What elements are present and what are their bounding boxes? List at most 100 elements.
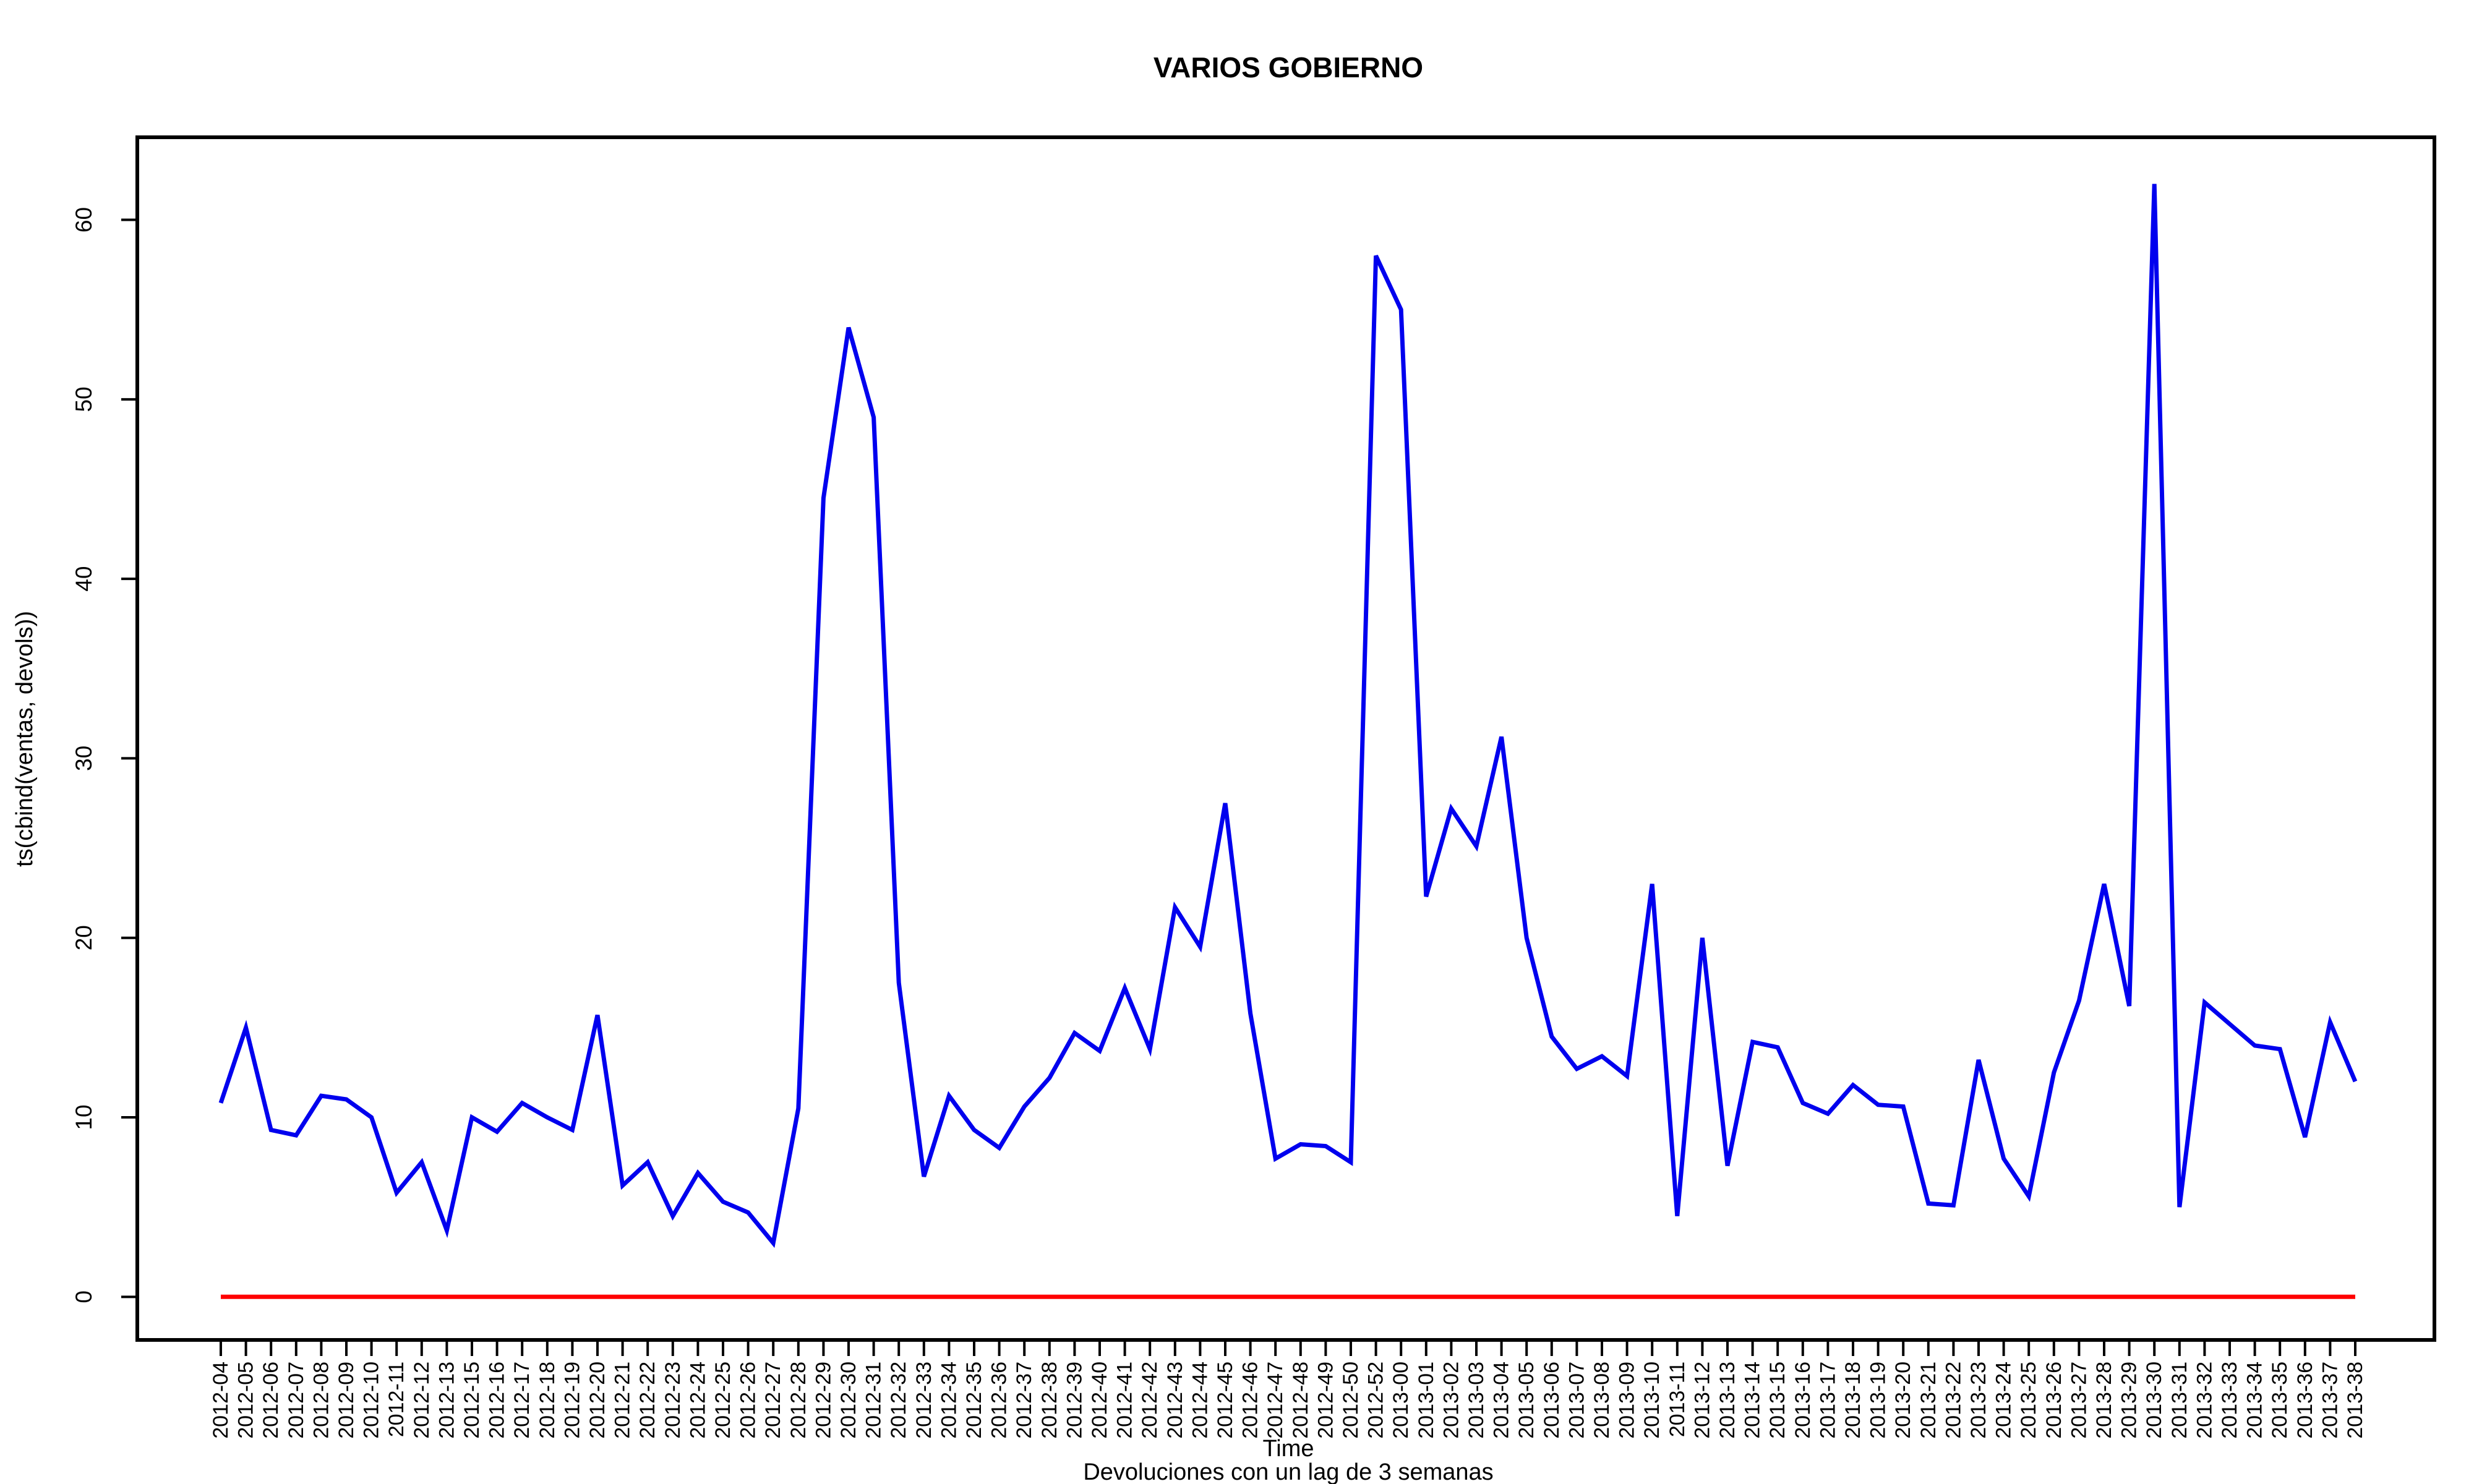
x-tick-label: 2012-05 xyxy=(234,1362,258,1439)
x-tick-label: 2013-29 xyxy=(2118,1362,2141,1439)
x-tick-label: 2013-07 xyxy=(1565,1362,1588,1439)
x-tick-label: 2013-25 xyxy=(2017,1362,2040,1439)
x-tick-label: 2012-06 xyxy=(259,1362,283,1439)
y-axis: 0 10 20 30 40 50 60 xyxy=(71,207,139,1303)
x-tick-label: 2012-45 xyxy=(1213,1362,1237,1439)
x-tick-label: 2012-39 xyxy=(1063,1362,1086,1439)
x-tick-label: 2013-00 xyxy=(1389,1362,1413,1439)
x-tick-label: 2012-20 xyxy=(586,1362,609,1439)
x-tick-label: 2013-24 xyxy=(1992,1362,2016,1439)
x-tick-label: 2013-21 xyxy=(1917,1362,1940,1439)
x-tick-label: 2013-09 xyxy=(1616,1362,1639,1439)
y-tick-label: 30 xyxy=(71,746,96,771)
x-tick-label: 2012-21 xyxy=(611,1362,635,1439)
x-tick-label: 2013-20 xyxy=(1891,1362,1915,1439)
x-tick-label: 2012-32 xyxy=(887,1362,910,1439)
x-tick-label: 2012-49 xyxy=(1314,1362,1337,1439)
y-tick-label: 20 xyxy=(71,925,96,950)
x-tick-label: 2013-27 xyxy=(2067,1362,2091,1439)
x-tick-label: 2012-44 xyxy=(1188,1362,1212,1439)
x-tick-label: 2013-31 xyxy=(2168,1362,2191,1439)
x-tick-label: 2013-12 xyxy=(1690,1362,1714,1439)
x-tick-label: 2012-37 xyxy=(1012,1362,1036,1439)
x-tick-label: 2013-37 xyxy=(2318,1362,2342,1439)
x-tick-label: 2012-30 xyxy=(837,1362,860,1439)
x-tick-label: 2012-27 xyxy=(761,1362,785,1439)
x-tick-label: 2012-40 xyxy=(1088,1362,1111,1439)
x-tick-label: 2013-23 xyxy=(1967,1362,1990,1439)
y-tick-label: 60 xyxy=(71,207,96,232)
x-tick-label: 2012-23 xyxy=(661,1362,685,1439)
x-tick-label: 2013-19 xyxy=(1867,1362,1890,1439)
x-tick-label: 2013-11 xyxy=(1666,1362,1689,1437)
x-tick-label: 2012-46 xyxy=(1239,1362,1262,1439)
x-tick-label: 2012-47 xyxy=(1264,1362,1287,1439)
chart-subtitle: Devoluciones con un lag de 3 semanas xyxy=(1083,1459,1493,1484)
x-tick-label: 2013-03 xyxy=(1465,1362,1488,1439)
x-axis: 2012-04 2012-05 2012-06 2012-07 2012-08 2012-… xyxy=(209,1339,2367,1439)
x-tick-label: 2012-16 xyxy=(486,1362,509,1439)
x-tick-label: 2012-36 xyxy=(988,1362,1011,1439)
x-tick-label: 2012-29 xyxy=(811,1362,835,1439)
y-tick-label: 0 xyxy=(71,1290,96,1303)
x-tick-label: 2012-38 xyxy=(1038,1362,1061,1439)
chart-title: VARIOS GOBIERNO xyxy=(1154,51,1423,83)
x-tick-label: 2012-50 xyxy=(1339,1362,1363,1439)
x-tick-label: 2012-12 xyxy=(410,1362,434,1439)
x-tick-label: 2012-13 xyxy=(435,1362,458,1439)
x-tick-label: 2013-22 xyxy=(1941,1362,1965,1439)
x-tick-label: 2013-02 xyxy=(1439,1362,1463,1439)
x-tick-label: 2012-41 xyxy=(1113,1362,1137,1439)
x-tick-label: 2012-31 xyxy=(862,1362,886,1439)
y-tick-label: 10 xyxy=(71,1104,96,1130)
x-tick-label: 2013-10 xyxy=(1640,1362,1664,1439)
plot-frame xyxy=(135,135,2436,1342)
x-tick-label: 2012-28 xyxy=(787,1362,810,1439)
x-tick-label: 2012-43 xyxy=(1163,1362,1187,1439)
x-tick-label: 2012-17 xyxy=(510,1362,534,1439)
y-axis-label: ts(cbind(ventas, devols)) xyxy=(12,611,38,867)
series-layer xyxy=(218,184,2358,1299)
y-tick-label: 40 xyxy=(71,566,96,592)
x-tick-label: 2012-34 xyxy=(937,1362,961,1439)
x-tick-label: 2013-38 xyxy=(2343,1362,2367,1439)
x-axis-label: Time xyxy=(1262,1436,1314,1462)
x-tick-label: 2013-36 xyxy=(2293,1362,2317,1439)
x-tick-label: 2012-25 xyxy=(711,1362,735,1439)
x-tick-label: 2013-16 xyxy=(1791,1362,1815,1439)
x-tick-label: 2013-13 xyxy=(1716,1362,1739,1439)
x-tick-label: 2012-08 xyxy=(309,1362,333,1439)
x-tick-label: 2012-35 xyxy=(962,1362,986,1439)
x-tick-label: 2013-34 xyxy=(2243,1362,2267,1439)
x-tick-label: 2012-42 xyxy=(1138,1362,1162,1439)
x-tick-label: 2013-06 xyxy=(1540,1362,1564,1439)
x-tick-label: 2012-18 xyxy=(536,1362,559,1439)
x-tick-label: 2013-33 xyxy=(2218,1362,2241,1439)
x-tick-label: 2013-04 xyxy=(1490,1362,1513,1439)
x-tick-label: 2012-48 xyxy=(1289,1362,1312,1439)
x-tick-label: 2013-28 xyxy=(2092,1362,2116,1439)
x-tick-label: 2012-09 xyxy=(335,1362,358,1439)
x-tick-label: 2013-32 xyxy=(2193,1362,2216,1439)
x-tick-label: 2013-17 xyxy=(1816,1362,1839,1439)
x-tick-label: 2012-11 xyxy=(385,1362,408,1437)
x-tick-label: 2013-08 xyxy=(1590,1362,1614,1439)
x-tick-label: 2012-04 xyxy=(209,1362,233,1439)
x-tick-label: 2012-26 xyxy=(737,1362,760,1439)
x-tick-label: 2012-52 xyxy=(1364,1362,1388,1439)
x-tick-label: 2013-15 xyxy=(1766,1362,1789,1439)
x-tick-label: 2012-15 xyxy=(460,1362,484,1439)
x-tick-label: 2012-10 xyxy=(360,1362,383,1439)
x-tick-label: 2013-26 xyxy=(2042,1362,2066,1439)
x-tick-label: 2012-24 xyxy=(686,1362,709,1439)
x-tick-label: 2013-18 xyxy=(1841,1362,1865,1439)
x-tick-label: 2012-19 xyxy=(560,1362,584,1439)
x-tick-label: 2013-14 xyxy=(1741,1362,1765,1439)
series-line-ventas xyxy=(218,184,2358,1248)
y-tick-label: 50 xyxy=(71,386,96,412)
x-tick-label: 2012-33 xyxy=(912,1362,936,1439)
x-tick-label: 2013-05 xyxy=(1515,1362,1538,1439)
x-tick-label: 2013-35 xyxy=(2268,1362,2292,1439)
